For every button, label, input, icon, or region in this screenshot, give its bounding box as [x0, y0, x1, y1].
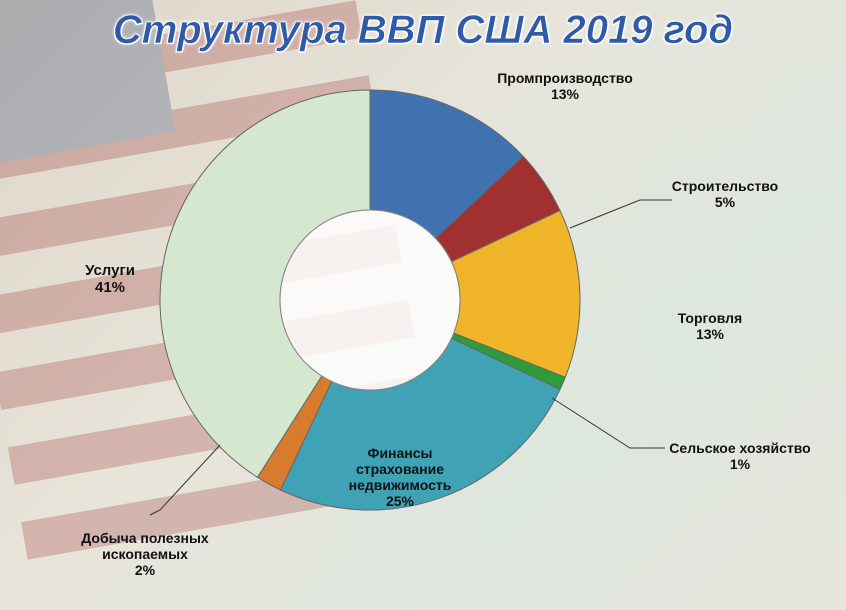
label-manufacturing: Промпроизводство13%: [475, 70, 655, 102]
label-finance: Финансыстрахованиенедвижимость25%: [310, 445, 490, 509]
label-services: Услуги41%: [20, 262, 200, 297]
stage: Структура ВВП США 2019 год Промпроизводс…: [0, 0, 846, 610]
label-construction: Строительство5%: [635, 178, 815, 210]
label-trade: Торговля13%: [620, 310, 800, 342]
label-agriculture: Сельское хозяйство1%: [650, 440, 830, 472]
chart-title: Структура ВВП США 2019 год: [0, 8, 846, 53]
label-mining: Добыча полезныхископаемых2%: [55, 530, 235, 578]
